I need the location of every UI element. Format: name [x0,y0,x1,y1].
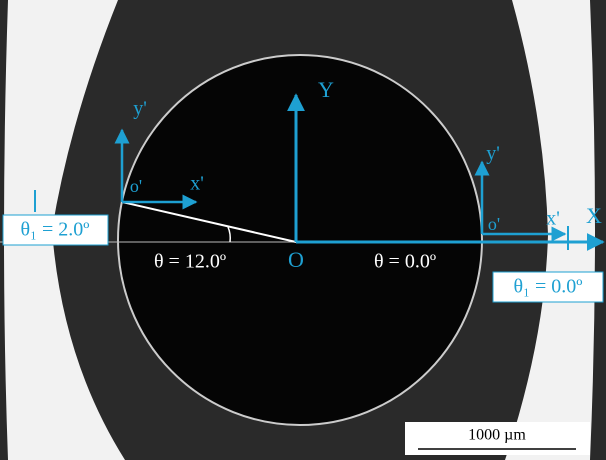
theta1-label: θ₁ = 0.0º [513,276,582,298]
local-y-label: y' [486,143,500,165]
local-origin-label: o' [488,214,500,234]
x-label: X [586,203,602,228]
local-origin-label: o' [130,176,142,196]
theta-label: θ = 12.0º [154,251,226,273]
local-x-label: x' [190,173,204,195]
origin-label: O [288,247,304,272]
page: Y X O y' x' o' θ₁ = 2.0º θ = 12.0º y' x'… [0,0,606,460]
local-y-label: y' [133,98,147,120]
theta-label: θ = 0.0º [374,251,436,273]
y-label: Y [318,77,334,102]
micrograph: Y X O y' x' o' θ₁ = 2.0º θ = 12.0º y' x'… [0,0,606,460]
theta1-label: θ₁ = 2.0º [20,219,89,241]
hole [118,55,482,425]
local-x-label: x' [546,208,560,230]
scale-label: 1000 µm [468,427,526,444]
